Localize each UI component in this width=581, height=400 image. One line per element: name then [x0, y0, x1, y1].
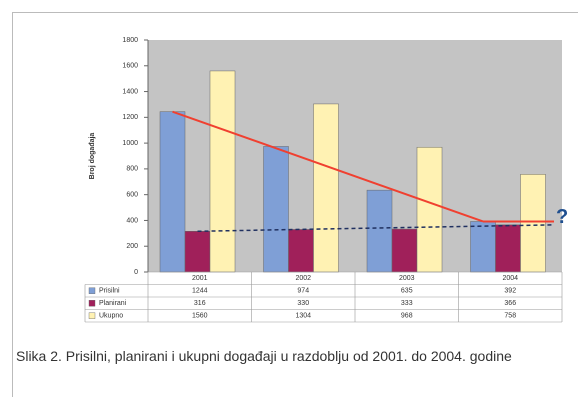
y-tick-label: 600 — [126, 192, 138, 199]
table-value: 330 — [297, 300, 309, 307]
y-tick-label: 1800 — [122, 37, 138, 44]
legend-swatch — [88, 312, 96, 319]
y-axis-label: Broj događaja — [89, 133, 96, 180]
bar — [470, 221, 496, 273]
caption: Slika 2. Prisilni, planirani i ukupni do… — [16, 348, 512, 364]
x-tick-label: 2002 — [295, 275, 311, 282]
table-value: 1304 — [295, 313, 311, 320]
table-value: 635 — [401, 288, 413, 295]
legend-label: Ukupno — [99, 313, 123, 320]
legend-label: Prisilni — [99, 288, 120, 295]
table-value: 1560 — [192, 313, 208, 320]
y-tick-label: 1200 — [122, 114, 138, 121]
y-tick-label: 1000 — [122, 140, 138, 147]
legend-label: Planirani — [99, 300, 127, 307]
y-tick-label: 1600 — [122, 63, 138, 70]
bar — [520, 174, 546, 273]
table-value: 758 — [504, 313, 516, 320]
bar — [366, 189, 393, 273]
annotation: ? — [556, 206, 568, 228]
trend-line-dashed — [197, 224, 555, 233]
y-tick-label: 200 — [126, 243, 138, 250]
bar — [159, 111, 186, 273]
bar — [263, 146, 289, 273]
bar — [416, 146, 443, 273]
bar — [209, 70, 236, 273]
legend-swatch — [88, 300, 96, 307]
bar — [288, 229, 314, 273]
bar — [495, 224, 521, 273]
table-value: 333 — [401, 300, 413, 307]
bar — [313, 103, 339, 273]
y-tick-label: 800 — [126, 166, 138, 173]
table-value: 1244 — [192, 288, 208, 295]
bar — [184, 231, 211, 273]
x-tick-label: 2001 — [192, 275, 208, 282]
table-value: 392 — [504, 288, 516, 295]
table-value: 974 — [297, 288, 309, 295]
frame — [12, 12, 578, 397]
table-value: 366 — [504, 300, 516, 307]
chart: Broj događaja 0 200 400 600 800 1000 1200 1400 1… — [84, 37, 568, 323]
table-value: 968 — [401, 313, 413, 320]
x-tick-label: 2004 — [502, 275, 518, 282]
trend-line — [172, 110, 484, 223]
legend-swatch — [88, 287, 96, 294]
x-tick-label: 2003 — [399, 275, 415, 282]
table-value: 316 — [194, 300, 206, 307]
bar — [391, 228, 418, 273]
y-tick-label: 0 — [134, 269, 138, 276]
y-tick-label: 400 — [126, 217, 138, 224]
y-tick-label: 1400 — [122, 88, 138, 95]
